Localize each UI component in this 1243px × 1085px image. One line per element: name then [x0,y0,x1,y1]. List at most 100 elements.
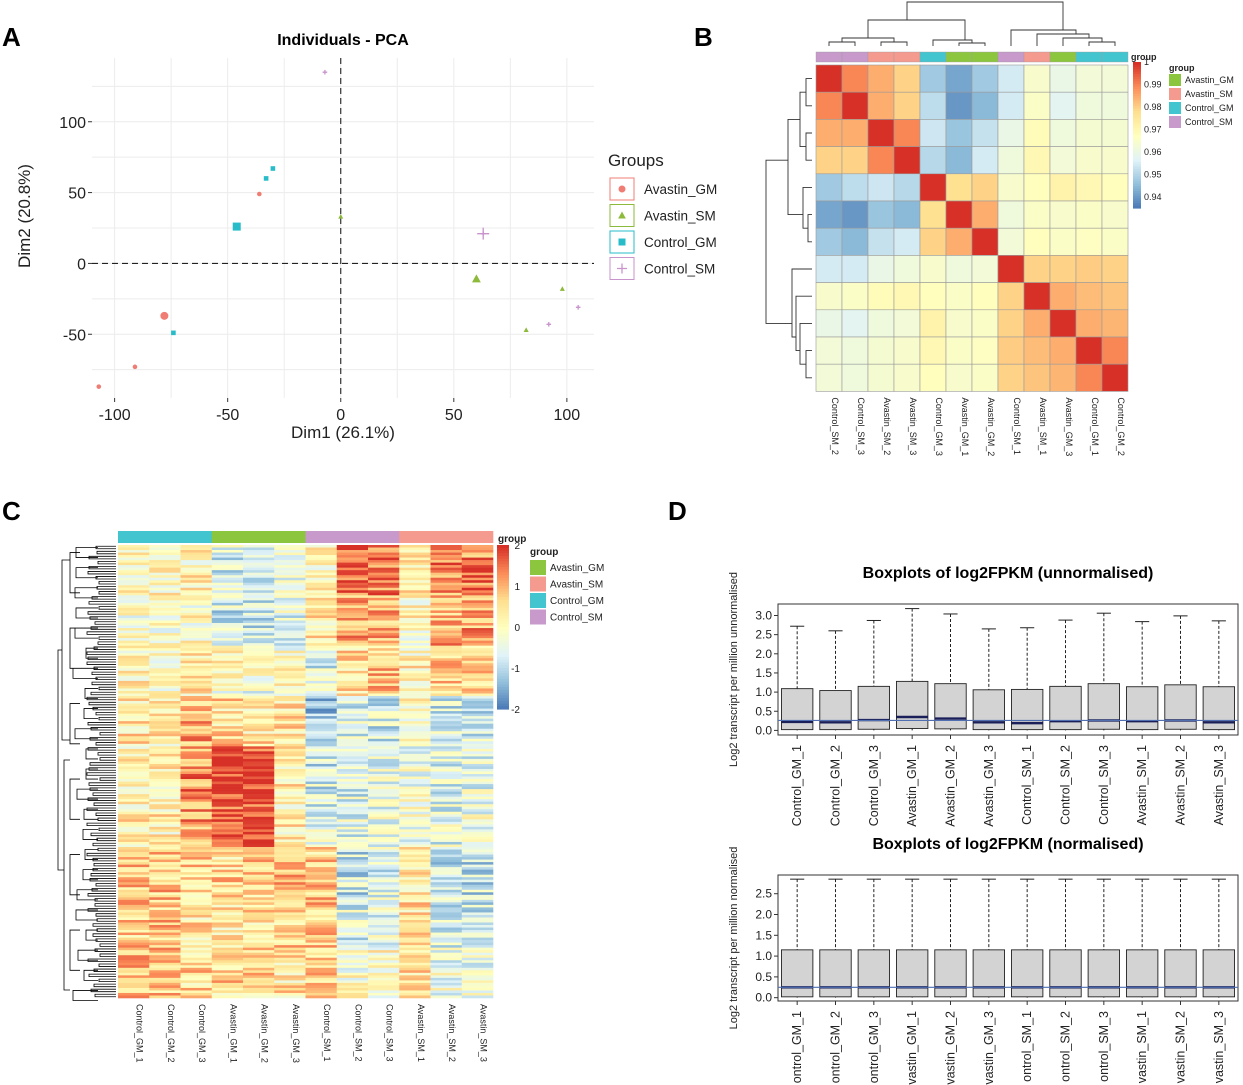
heatmap-cell [118,899,150,903]
heatmap-cell [368,945,400,948]
heatmap-cell [180,789,213,792]
heatmap-cell [149,852,181,855]
column-annotation-cell [461,531,494,543]
heatmap-cell [274,834,306,838]
heatmap-cell [118,753,150,757]
heatmap-cell [430,877,463,881]
heatmap-cell [305,814,338,818]
heatmap-cell [180,743,213,747]
heatmap-cell [118,967,150,971]
heatmap-cell [305,617,338,621]
heatmap-cell [336,932,369,936]
heatmap-cell [997,255,1025,283]
heatmap-cell [461,975,494,979]
heatmap-cell [149,575,181,579]
heatmap-cell [149,897,181,901]
heatmap-cell [243,590,275,594]
box [1011,949,1044,998]
heatmap-cell [118,678,150,682]
heatmap-cell [461,673,494,677]
heatmap-cell [867,91,895,120]
heatmap-cell [461,650,494,654]
heatmap-cell [211,811,244,815]
heatmap-cell [149,862,181,865]
heatmap-cell [399,751,431,755]
heatmap-cell [274,930,306,933]
heatmap-cell [274,970,306,974]
heatmap-cell [118,638,150,641]
heatmap-cell [149,580,181,584]
heatmap-cell [1049,336,1077,365]
heatmap-cell [180,980,213,984]
heatmap-cell [149,696,181,699]
heatmap-cell [211,716,244,719]
heatmap-cell [180,713,213,717]
heatmap-cell [461,711,494,714]
heatmap-cell [149,977,181,981]
heatmap-cell [211,643,244,646]
heatmap-cell [368,962,400,966]
heatmap-cell [211,550,244,553]
heatmap-cell [461,600,494,604]
colorbar-label: -2 [511,705,520,716]
heatmap-cell [336,816,369,820]
heatmap-cell [274,693,306,697]
heatmap-cell [461,987,494,991]
heatmap-cell [118,919,150,923]
heatmap-cell [180,917,213,921]
heatmap-cell [336,562,369,566]
column-label: Avastin_SM_3 [478,1004,488,1062]
heatmap-cell [180,774,213,777]
heatmap-cell [461,741,494,745]
x-tick-label: vastin_SM_3 [1212,1011,1226,1083]
heatmap-cell [180,701,213,704]
heatmap-cell [149,547,181,551]
heatmap-cell [274,761,306,765]
heatmap-cell [149,950,181,953]
heatmap-cell [180,610,213,614]
heatmap-cell [243,580,275,584]
heatmap-cell [118,703,150,707]
heatmap-cell [305,937,338,941]
heatmap-cell [180,892,213,896]
heatmap-cell [243,902,275,906]
heatmap-cell [274,794,306,797]
heatmap-cell [368,612,400,616]
heatmap-cell [211,701,244,704]
heatmap-cell [118,650,150,654]
heatmap-cell [211,841,244,845]
heatmap-cell [243,914,275,918]
heatmap-cell [243,615,275,619]
colorbar-segment [1133,193,1141,197]
heatmap-cell [180,653,213,657]
heatmap-cell [243,816,275,820]
colorbar-segment [497,635,509,639]
colorbar-label: 0.97 [1144,124,1162,134]
heatmap-cell [243,736,275,740]
heatmap-cell [211,655,244,659]
heatmap-cell [399,942,431,946]
heatmap-cell [368,784,400,787]
heatmap-cell [243,804,275,808]
heatmap-cell [149,708,181,712]
heatmap-cell [211,776,244,780]
heatmap-cell [149,633,181,636]
heatmap-cell [461,610,494,614]
heatmap-cell [180,590,213,594]
heatmap-cell [430,771,463,775]
heatmap-cell [180,638,213,641]
heatmap-cell [399,867,431,870]
heatmap-cell [368,607,400,611]
colorbar-segment [497,684,509,688]
heatmap-cell [274,713,306,717]
heatmap-cell [368,882,400,886]
colorbar-segment [497,646,509,650]
heatmap-cell [149,663,181,667]
heatmap-cell [368,907,400,911]
heatmap-cell [305,975,338,979]
heatmap-cell [243,879,275,883]
heatmap-cell [336,899,369,903]
heatmap-cell [149,794,181,797]
heatmap-cell [430,912,463,916]
heatmap-cell [118,907,150,911]
